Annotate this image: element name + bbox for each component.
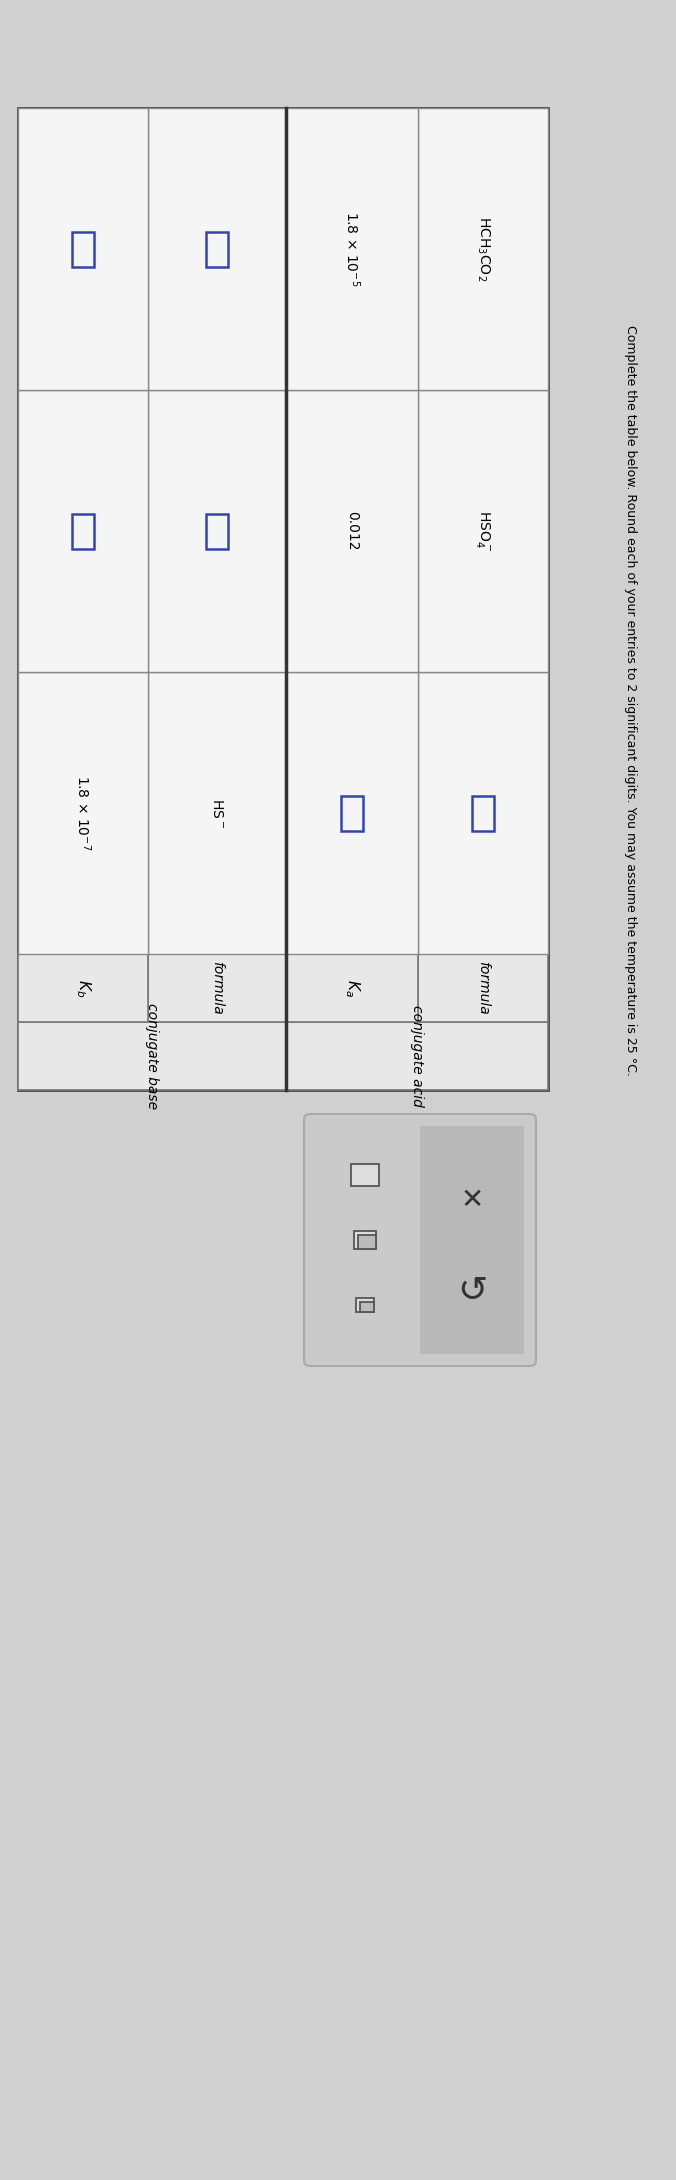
Bar	[286, 109, 418, 390]
Text: ↺: ↺	[457, 1273, 487, 1308]
Bar	[148, 109, 286, 390]
Bar	[148, 955, 286, 1022]
Text: ✕: ✕	[460, 1186, 483, 1214]
Bar	[356, 1297, 374, 1312]
Text: conjugate base: conjugate base	[145, 1003, 159, 1110]
Bar	[286, 390, 418, 671]
Bar	[341, 796, 363, 831]
Bar	[18, 109, 548, 1090]
Text: 1.8 × 10$^{-7}$: 1.8 × 10$^{-7}$	[74, 776, 93, 850]
Bar	[206, 514, 228, 549]
Text: formula: formula	[210, 961, 224, 1016]
Bar	[286, 671, 418, 955]
Bar	[72, 514, 94, 549]
FancyBboxPatch shape	[304, 1114, 536, 1367]
Bar	[206, 231, 228, 266]
Bar	[18, 1022, 286, 1090]
Bar	[72, 231, 94, 266]
Text: Complete the table below. Round each of your entries to 2 significant digits. Yo: Complete the table below. Round each of …	[623, 325, 637, 1075]
Bar	[354, 1232, 376, 1249]
Bar	[148, 390, 286, 671]
Text: HS$^-$: HS$^-$	[210, 798, 224, 828]
Bar	[418, 671, 548, 955]
Bar	[286, 1022, 548, 1090]
Text: formula: formula	[476, 961, 490, 1016]
Bar	[418, 390, 548, 671]
Bar	[360, 1301, 374, 1312]
Bar	[472, 796, 494, 831]
Bar	[358, 1236, 376, 1249]
Text: conjugate acid: conjugate acid	[410, 1005, 424, 1107]
Bar	[18, 109, 148, 390]
Text: $K_b$: $K_b$	[74, 979, 93, 996]
Bar	[18, 955, 148, 1022]
Bar	[18, 671, 148, 955]
Bar	[418, 955, 548, 1022]
Text: 0.012: 0.012	[345, 512, 359, 552]
Bar	[351, 1164, 379, 1186]
Bar	[418, 109, 548, 390]
Text: HSO$_4^-$: HSO$_4^-$	[474, 510, 492, 552]
Text: 1.8 × 10$^{-5}$: 1.8 × 10$^{-5}$	[343, 211, 361, 288]
Bar	[148, 671, 286, 955]
Bar	[420, 1127, 524, 1354]
Bar	[286, 955, 418, 1022]
Bar	[18, 390, 148, 671]
Text: HCH$_3$CO$_2$: HCH$_3$CO$_2$	[475, 216, 491, 281]
Text: $K_a$: $K_a$	[343, 979, 362, 996]
